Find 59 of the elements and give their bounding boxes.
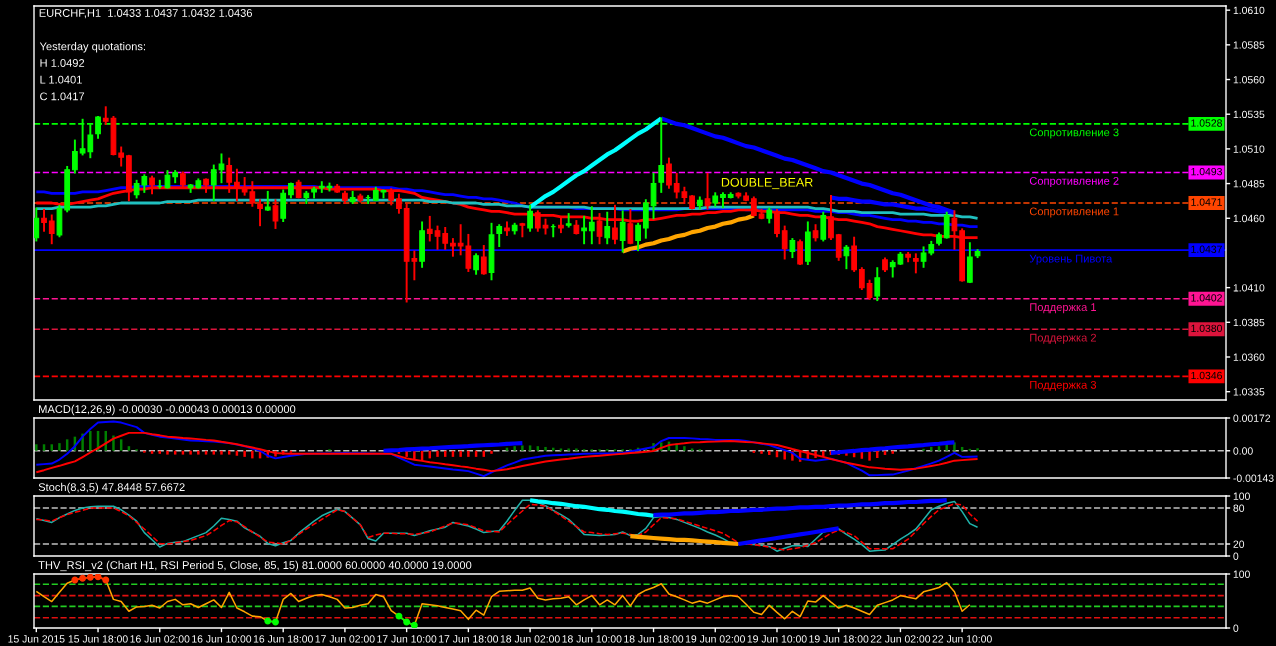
x-tick-label: 22 Jun 02:00 (870, 635, 931, 643)
x-tick-label: 19 Jun 02:00 (685, 635, 745, 643)
x-tick-label: 19 Jun 18:00 (809, 635, 869, 643)
x-tick-label: 17 Jun 18:00 (439, 635, 499, 643)
y-tick-label: 1.0360 (1233, 353, 1265, 361)
ref-line-label: Сопротивление 3 (1029, 128, 1119, 139)
ref-line-label: Поддержка 1 (1030, 303, 1097, 314)
x-tick-label: 22 Jun 10:00 (932, 635, 992, 643)
x-tick-label: 16 Jun 10:00 (192, 635, 252, 643)
y-tick-label: 0 (1233, 552, 1239, 560)
ref-line-label: Поддержка 3 (1030, 380, 1097, 391)
y-tick-label: 1.0385 (1233, 318, 1265, 327)
y-tick-label: 0.00172 (1233, 414, 1271, 422)
y-tick-label: 1.0460 (1233, 214, 1265, 223)
chart-title: MACD(12,26,9) -0.00030 -0.00043 0.00013 0.00000 (39, 404, 296, 416)
ref-line-label: Поддержка 2 (1030, 333, 1096, 344)
y-tick-label: 1.0510 (1233, 145, 1265, 153)
ref-line-label: Сопротивление 1 (1029, 207, 1119, 218)
y-tick-label: 1.0560 (1233, 76, 1265, 84)
x-tick-label: 17 Jun 10:00 (377, 635, 437, 643)
annotation: 1.0528 (1191, 119, 1222, 127)
annotation: 1.0346 (1191, 371, 1222, 380)
annotation: Yesterday quotations: (39, 42, 145, 53)
y-tick-label: 1.0485 (1233, 180, 1265, 188)
y-tick-label: 1.0335 (1233, 388, 1265, 396)
y-tick-label: 1.0535 (1233, 110, 1265, 119)
chart-title: THV_RSI_v2 (Chart H1, RSI Period 5, Close, 85, 15) 81.0000 60.0000 40.0000 19.0000 (38, 560, 472, 572)
annotation: 1.0437 (1191, 245, 1222, 253)
y-tick-label: 1.0410 (1233, 284, 1265, 292)
annotation: C 1.0417 (40, 92, 85, 101)
y-tick-label: 100 (1233, 492, 1250, 500)
chart-title: Stoch(8,3,5) 47.8448 57.6672 (38, 482, 185, 494)
annotation: 1.0402 (1191, 294, 1222, 302)
chart-title: EURCHF,H1 1.0433 1.0437 1.0432 1.0436 (39, 9, 252, 19)
annotation: 1.0471 (1191, 198, 1222, 206)
x-tick-label: 15 Jun 2015 (8, 635, 65, 643)
y-tick-label: 0.00 (1233, 447, 1253, 455)
ref-line-label: Уровень Пивота (1029, 254, 1113, 265)
annotation: DOUBLE_BEAR (721, 177, 813, 190)
annotation: H 1.0492 (40, 59, 85, 67)
x-tick-label: 19 Jun 10:00 (747, 635, 807, 643)
y-tick-label: 1.0610 (1233, 6, 1265, 15)
x-tick-label: 16 Jun 02:00 (130, 635, 190, 643)
y-tick-label: 1.0585 (1233, 41, 1265, 49)
y-tick-label: -0.00143 (1233, 474, 1274, 482)
x-tick-label: 15 Jun 18:00 (68, 635, 128, 643)
y-tick-label: 100 (1233, 570, 1250, 578)
x-tick-label: 17 Jun 02:00 (315, 635, 375, 643)
x-tick-label: 18 Jun 10:00 (562, 635, 622, 643)
annotation: 1.0380 (1191, 324, 1223, 333)
y-tick-label: 0 (1233, 624, 1239, 632)
x-tick-label: 18 Jun 18:00 (624, 635, 684, 643)
ref-line-label: Сопротивление 2 (1029, 176, 1119, 187)
x-tick-label: 18 Jun 02:00 (500, 635, 560, 643)
y-tick-label: 80 (1233, 504, 1245, 512)
annotation: L 1.0401 (40, 75, 82, 84)
x-tick-label: 16 Jun 18:00 (253, 635, 313, 643)
y-tick-label: 20 (1233, 540, 1245, 548)
annotation: 1.0493 (1191, 167, 1222, 176)
